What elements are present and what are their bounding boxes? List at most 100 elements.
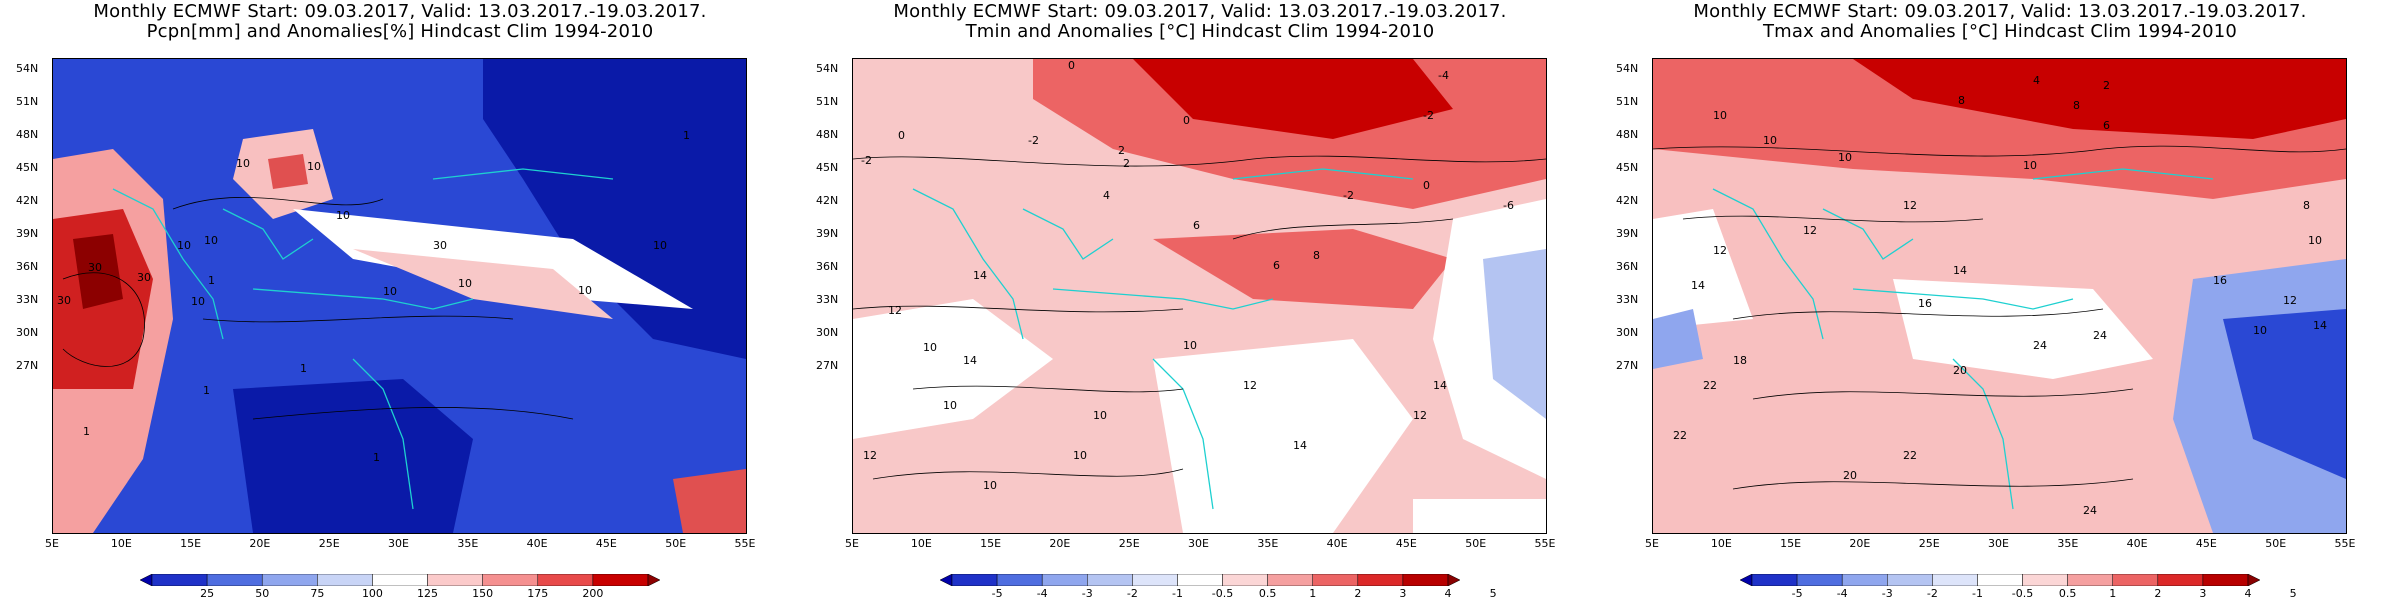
contour-label: 10 [1183, 339, 1197, 352]
colorbar-swatch [2157, 574, 2204, 586]
colorbar-swatch [2067, 574, 2113, 586]
longitude-tick-label: 20E [1049, 537, 1071, 550]
panel-tmax: Monthly ECMWF Start: 09.03.2017, Valid: … [1600, 0, 2400, 600]
latitude-tick-label: 42N [816, 194, 839, 207]
contour-label: 10 [2253, 324, 2267, 337]
precip-dry-anomaly-south [233, 379, 473, 533]
contour-label: 22 [1673, 429, 1687, 442]
contour-label: 12 [1243, 379, 1257, 392]
tmin-map: 0 -4 -2 -2 2 0 2 -2 4 6 0 -2 10 10 12 14… [852, 58, 1547, 534]
latitude-tick-label: 33N [16, 293, 39, 306]
contour-label: 10 [177, 239, 191, 252]
colorbar-label: 2 [1354, 587, 1362, 600]
colorbar-swatch [1841, 574, 1888, 586]
tmin-normal-west [853, 299, 1053, 439]
contour-label: 24 [2083, 504, 2097, 517]
latitude-tick-label: 54N [16, 62, 39, 75]
contour-label: 10 [191, 295, 205, 308]
colorbar-max-arrow [2247, 574, 2260, 586]
contour-label: 12 [1413, 409, 1427, 422]
tmin-normal-southeast [1413, 499, 1546, 533]
colorbar-label: 50 [255, 587, 270, 600]
latitude-tick-label: 36N [1616, 260, 1639, 273]
contour-label: 10 [1093, 409, 1107, 422]
tmax-map: 4 2 8 8 6 10 10 10 10 12 12 12 14 14 16 … [1652, 58, 2347, 534]
colorbar-label: 0.5 [1258, 587, 1277, 600]
precip-wet-band-east [353, 249, 613, 319]
contour-label: 6 [1193, 219, 1200, 232]
colorbar-label: 2 [2154, 587, 2162, 600]
colorbar-label: -3 [1881, 587, 1893, 600]
longitude-tick-label: 5E [1645, 537, 1659, 550]
colorbar-swatch [2202, 574, 2249, 586]
longitude-tick-label: 45E [1395, 537, 1417, 550]
colorbar-label: -1 [1171, 587, 1183, 600]
latitude-tick-label: 48N [16, 128, 39, 141]
colorbar-swatch [2112, 574, 2159, 586]
colorbar-label: 0.5 [2058, 587, 2077, 600]
colorbar [1740, 574, 2260, 586]
precip-wet-anomaly-southeast [673, 469, 746, 533]
contour-label: 10 [383, 285, 397, 298]
contour-label: 30 [433, 239, 447, 252]
colorbar-swatch [951, 574, 998, 586]
panel-title-line2: Tmin and Anomalies [°C] Hindcast Clim 19… [965, 21, 1435, 42]
contour-label: 10 [1838, 151, 1852, 164]
colorbar-label: 200 [582, 587, 604, 600]
colorbar-label: 4 [2244, 587, 2252, 600]
latitude-tick-label: 36N [16, 260, 39, 273]
contour-label: 12 [1803, 224, 1817, 237]
latitude-tick-label: 33N [1616, 293, 1639, 306]
tmin-normal-south [1153, 339, 1413, 533]
colorbar-label: -4 [1836, 587, 1848, 600]
contours [1653, 145, 2346, 490]
precip-wet-max-west [73, 234, 123, 309]
contour-label: 10 [653, 239, 667, 252]
coastlines [112, 168, 614, 510]
contour-label: -2 [1343, 189, 1354, 202]
panel-precipitation: Monthly ECMWF Start: 09.03.2017, Valid: … [0, 0, 800, 600]
latitude-tick-label: 33N [816, 293, 839, 306]
contour-label: 10 [236, 157, 250, 170]
contour-label: 30 [137, 271, 151, 284]
latitude-tick-label: 27N [1616, 359, 1639, 372]
colorbar-swatch [1132, 574, 1178, 586]
tmin-strong-warm-north [1133, 59, 1453, 139]
longitude-tick-label: 50E [665, 537, 687, 550]
colorbar-swatch [206, 574, 263, 586]
colorbar-label: 3 [1399, 587, 1407, 600]
longitude-tick-label: 15E [1780, 537, 1802, 550]
colorbar-swatch [317, 574, 373, 586]
contour-label: 18 [1733, 354, 1747, 367]
latitude-tick-label: 39N [816, 227, 839, 240]
longitude-tick-label: 40E [1326, 537, 1348, 550]
contour-label: 20 [1953, 364, 1967, 377]
colorbar-swatch [1312, 574, 1359, 586]
colorbar-label: 150 [472, 587, 494, 600]
contour-label: 1 [683, 129, 690, 142]
contour-label: 4 [2033, 74, 2040, 87]
colorbar-label: 125 [417, 587, 439, 600]
contour-label: 10 [1763, 134, 1777, 147]
latitude-tick-label: 42N [16, 194, 39, 207]
contour-label: 12 [888, 304, 902, 317]
longitude-tick-label: 40E [2126, 537, 2148, 550]
latitude-tick-label: 45N [816, 161, 839, 174]
longitude-tick-label: 25E [318, 537, 340, 550]
latitude-tick-label: 39N [1616, 227, 1639, 240]
contour-labels: 4 2 8 8 6 10 10 10 10 12 12 12 14 14 16 … [1673, 74, 2327, 517]
longitude-tick-label: 15E [980, 537, 1002, 550]
latitude-tick-label: 51N [1616, 95, 1639, 108]
contour-label: 14 [2313, 319, 2327, 332]
contour-label: 16 [2213, 274, 2227, 287]
latitude-tick-label: 51N [16, 95, 39, 108]
contour-label: 2 [1118, 144, 1125, 157]
contour-label: 4 [1103, 189, 1110, 202]
contour-label: 8 [2303, 199, 2310, 212]
tmax-normal-central [1893, 279, 2153, 379]
contour-label: 14 [973, 269, 987, 282]
colorbar-swatch [151, 574, 208, 586]
colorbar-swatch [482, 574, 539, 586]
longitude-tick-label: 5E [45, 537, 59, 550]
contour-label: 24 [2093, 329, 2107, 342]
